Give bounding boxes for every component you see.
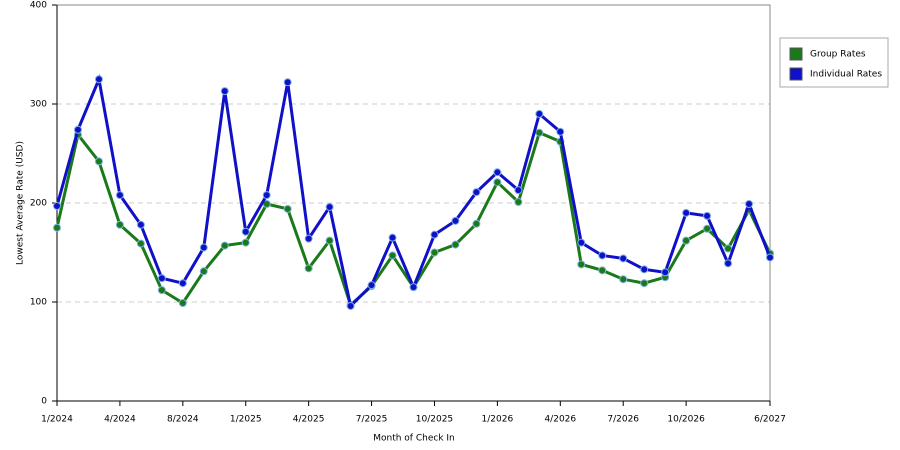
data-point [493, 168, 502, 177]
data-point [136, 239, 145, 248]
data-point [241, 227, 250, 236]
y-tick-label: 300 [30, 100, 47, 110]
data-point [325, 202, 334, 211]
data-point [388, 251, 397, 260]
x-tick-label: 7/2026 [607, 415, 639, 425]
data-point [451, 216, 460, 225]
x-tick-label: 4/2026 [544, 415, 576, 425]
data-point [514, 198, 523, 207]
data-point [304, 264, 313, 273]
x-tick-label: 8/2024 [167, 415, 199, 425]
data-point [157, 274, 166, 283]
data-point [157, 286, 166, 295]
data-point [178, 279, 187, 288]
x-axis-label: Month of Check In [373, 434, 455, 444]
data-point [199, 243, 208, 252]
data-point [556, 127, 565, 136]
data-point [178, 298, 187, 307]
y-tick-label: 100 [30, 298, 47, 308]
data-point [724, 244, 733, 253]
data-point [640, 279, 649, 288]
data-point [451, 240, 460, 249]
x-tick-label: 7/2025 [356, 415, 388, 425]
x-tick-label: 10/2026 [667, 415, 705, 425]
data-point [493, 178, 502, 187]
legend-swatch [789, 67, 803, 81]
data-point [598, 266, 607, 275]
x-tick-label: 1/2025 [230, 415, 262, 425]
data-point [661, 268, 670, 277]
data-point [598, 251, 607, 260]
data-point [724, 259, 733, 268]
data-point [430, 248, 439, 257]
y-tick-label: 400 [30, 1, 47, 11]
data-point [346, 301, 355, 310]
y-tick-label: 200 [30, 199, 47, 209]
data-point [430, 230, 439, 239]
data-point [325, 236, 334, 245]
data-point [619, 275, 628, 284]
data-point [94, 157, 103, 166]
y-tick-label: 0 [41, 397, 47, 407]
data-point [220, 241, 229, 250]
x-tick-label: 1/2026 [482, 415, 514, 425]
data-point [304, 234, 313, 243]
data-point [703, 211, 712, 220]
data-point [703, 224, 712, 233]
data-point [367, 281, 376, 290]
data-point [640, 265, 649, 274]
data-point [409, 283, 418, 292]
data-point [53, 223, 61, 232]
data-point [535, 109, 544, 118]
data-point [388, 233, 397, 242]
x-tick-label: 1/2024 [41, 415, 73, 425]
data-point [283, 204, 292, 213]
x-tick-label: 10/2025 [416, 415, 453, 425]
data-point [94, 75, 103, 84]
data-point [514, 186, 523, 195]
data-point [682, 208, 691, 217]
data-point [535, 128, 544, 137]
data-point [262, 191, 271, 200]
data-point [472, 188, 481, 197]
legend-label: Group Rates [810, 50, 866, 60]
data-point [682, 236, 691, 245]
data-point [577, 238, 586, 247]
data-point [619, 254, 628, 263]
data-point [115, 220, 124, 229]
data-point [115, 191, 124, 200]
data-point [136, 220, 145, 229]
x-tick-label: 6/2027 [754, 415, 786, 425]
legend-label: Individual Rates [810, 70, 882, 80]
data-point [53, 201, 61, 210]
data-point [283, 78, 292, 87]
data-point [73, 125, 82, 134]
data-point [199, 267, 208, 276]
data-point [745, 199, 754, 208]
data-point [472, 219, 481, 228]
data-point [577, 260, 586, 269]
y-axis-label: Lowest Average Rate (USD) [16, 141, 26, 265]
data-point [241, 238, 250, 247]
x-tick-label: 4/2024 [104, 415, 136, 425]
data-point [766, 253, 774, 262]
x-tick-label: 4/2025 [293, 415, 325, 425]
data-point [220, 87, 229, 96]
legend-swatch [789, 47, 803, 61]
